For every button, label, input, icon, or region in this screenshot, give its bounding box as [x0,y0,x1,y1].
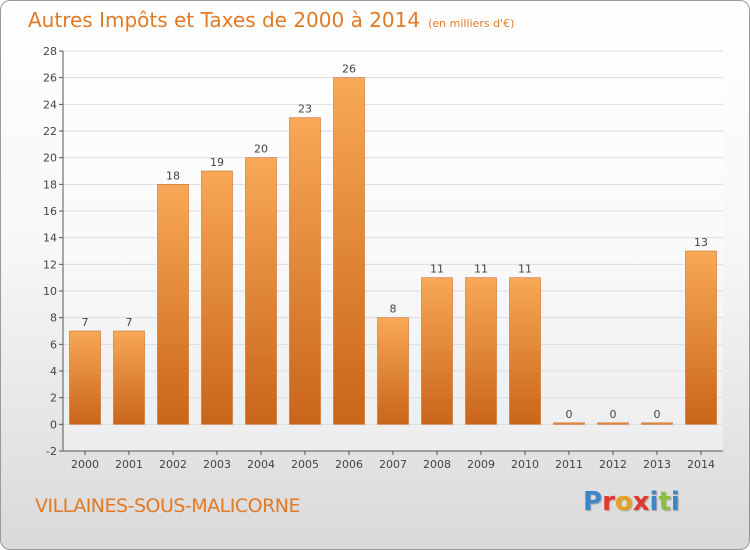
x-tick-label-2002: 2002 [159,458,187,471]
data-label-2004: 20 [254,143,268,156]
bar-2008 [421,277,453,425]
data-label-2000: 7 [82,316,89,329]
y-tick-label: 8 [50,312,57,325]
data-label-2010: 11 [518,263,532,276]
bar-2000 [69,330,101,425]
x-tick-label-2012: 2012 [599,458,627,471]
data-label-2002: 18 [166,169,180,182]
y-tick-label: -2 [46,445,57,458]
data-label-2005: 23 [298,103,312,116]
data-label-2008: 11 [430,263,444,276]
y-tick-label: 20 [43,152,57,165]
bar-2007 [377,317,409,425]
x-tick-label-2009: 2009 [467,458,495,471]
logo-letter: o [614,487,633,517]
bar-2003 [201,170,233,425]
chart-title: Autres Impôts et Taxes de 2000 à 2014 (en… [28,8,514,32]
bar-2006 [333,77,365,425]
y-tick-label: 14 [43,232,57,245]
data-label-2007: 8 [390,303,397,316]
data-label-2001: 7 [126,316,133,329]
x-tick-label-2007: 2007 [379,458,407,471]
x-tick-label-2001: 2001 [115,458,143,471]
x-tick-label-2013: 2013 [643,458,671,471]
x-tick-label-2011: 2011 [555,458,583,471]
data-label-2006: 26 [342,63,356,76]
y-tick-label: 12 [43,258,57,271]
y-tick-label: 22 [43,125,57,138]
y-tick-label: 28 [43,45,57,58]
y-tick-label: 0 [50,418,57,431]
y-tick-label: 18 [43,178,57,191]
logo-letter: P [583,487,603,517]
data-label-2013: 0 [654,408,661,421]
bar-2012 [597,422,629,425]
y-tick-label: 4 [50,365,57,378]
bar-2005 [289,117,321,425]
chart-title-text: Autres Impôts et Taxes de 2000 à 2014 [28,8,421,32]
x-tick-label-2010: 2010 [511,458,539,471]
x-tick-label-2006: 2006 [335,458,363,471]
data-label-2014: 13 [694,236,708,249]
bar-2001 [113,330,145,425]
x-tick-label-2000: 2000 [71,458,99,471]
x-tick-label-2008: 2008 [423,458,451,471]
y-tick-label: 16 [43,205,57,218]
y-tick-label: 26 [43,72,57,85]
x-tick-label-2005: 2005 [291,458,319,471]
logo-letter: i [670,487,680,517]
proxiti-logo: Proxiti [583,487,680,517]
y-tick-label: 10 [43,285,57,298]
bar-2014 [685,250,717,425]
chart-subtitle: (en milliers d'€) [428,17,515,30]
y-tick-label: 2 [50,392,57,405]
x-tick-label-2004: 2004 [247,458,275,471]
logo-letter: r [602,487,615,517]
data-label-2012: 0 [610,408,617,421]
town-name: VILLAINES-SOUS-MALICORNE [35,495,301,517]
data-label-2009: 11 [474,263,488,276]
y-tick-label: 24 [43,98,57,111]
data-label-2003: 19 [210,156,224,169]
bar-2013 [641,422,673,425]
bar-2009 [465,277,497,425]
bar-2004 [245,157,277,425]
data-label-2011: 0 [566,408,573,421]
x-tick-label-2014: 2014 [687,458,715,471]
y-tick-label: 6 [50,338,57,351]
logo-letter: i [649,487,659,517]
logo-letter: t [658,487,671,517]
logo-letter: x [632,487,650,517]
x-tick-label-2003: 2003 [203,458,231,471]
bar-2011 [553,422,585,425]
bar-2002 [157,184,189,425]
bar-2010 [509,277,541,425]
